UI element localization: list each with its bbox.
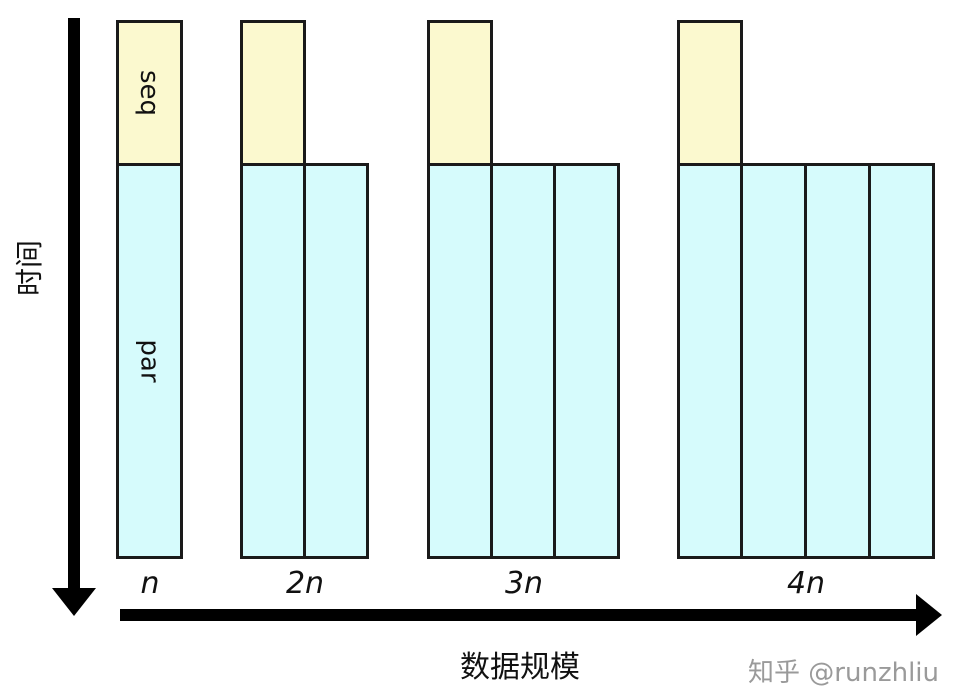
size-axis-shaft bbox=[120, 609, 920, 621]
seq-block-4n bbox=[677, 20, 743, 166]
par-block-3n-3 bbox=[553, 163, 620, 559]
time-axis-shaft bbox=[68, 18, 80, 588]
seq-block-n: seq bbox=[116, 20, 183, 166]
par-label: par bbox=[134, 339, 165, 383]
size-label-n: n bbox=[140, 566, 160, 601]
par-block-4n-2 bbox=[740, 163, 807, 559]
seq-block-3n bbox=[427, 20, 493, 166]
seq-block-2n bbox=[240, 20, 306, 166]
watermark: 知乎 @runzhliu bbox=[748, 658, 939, 688]
par-block-2n-1 bbox=[240, 163, 306, 559]
par-block-4n-3 bbox=[804, 163, 871, 559]
seq-label: seq bbox=[134, 69, 165, 117]
par-block-4n-1 bbox=[677, 163, 743, 559]
time-axis-arrowhead bbox=[52, 588, 96, 616]
x-axis-label: 数据规模 bbox=[460, 650, 580, 685]
size-label-3n: 3n bbox=[504, 566, 544, 601]
par-block-n: par bbox=[116, 163, 183, 559]
size-axis-arrowhead bbox=[916, 594, 942, 636]
par-block-2n-2 bbox=[303, 163, 369, 559]
size-label-4n: 4n bbox=[786, 566, 826, 601]
par-block-4n-4 bbox=[868, 163, 935, 559]
size-label-2n: 2n bbox=[285, 566, 325, 601]
par-block-3n-1 bbox=[427, 163, 493, 559]
par-block-3n-2 bbox=[490, 163, 556, 559]
y-axis-label: 时间 bbox=[13, 240, 46, 297]
